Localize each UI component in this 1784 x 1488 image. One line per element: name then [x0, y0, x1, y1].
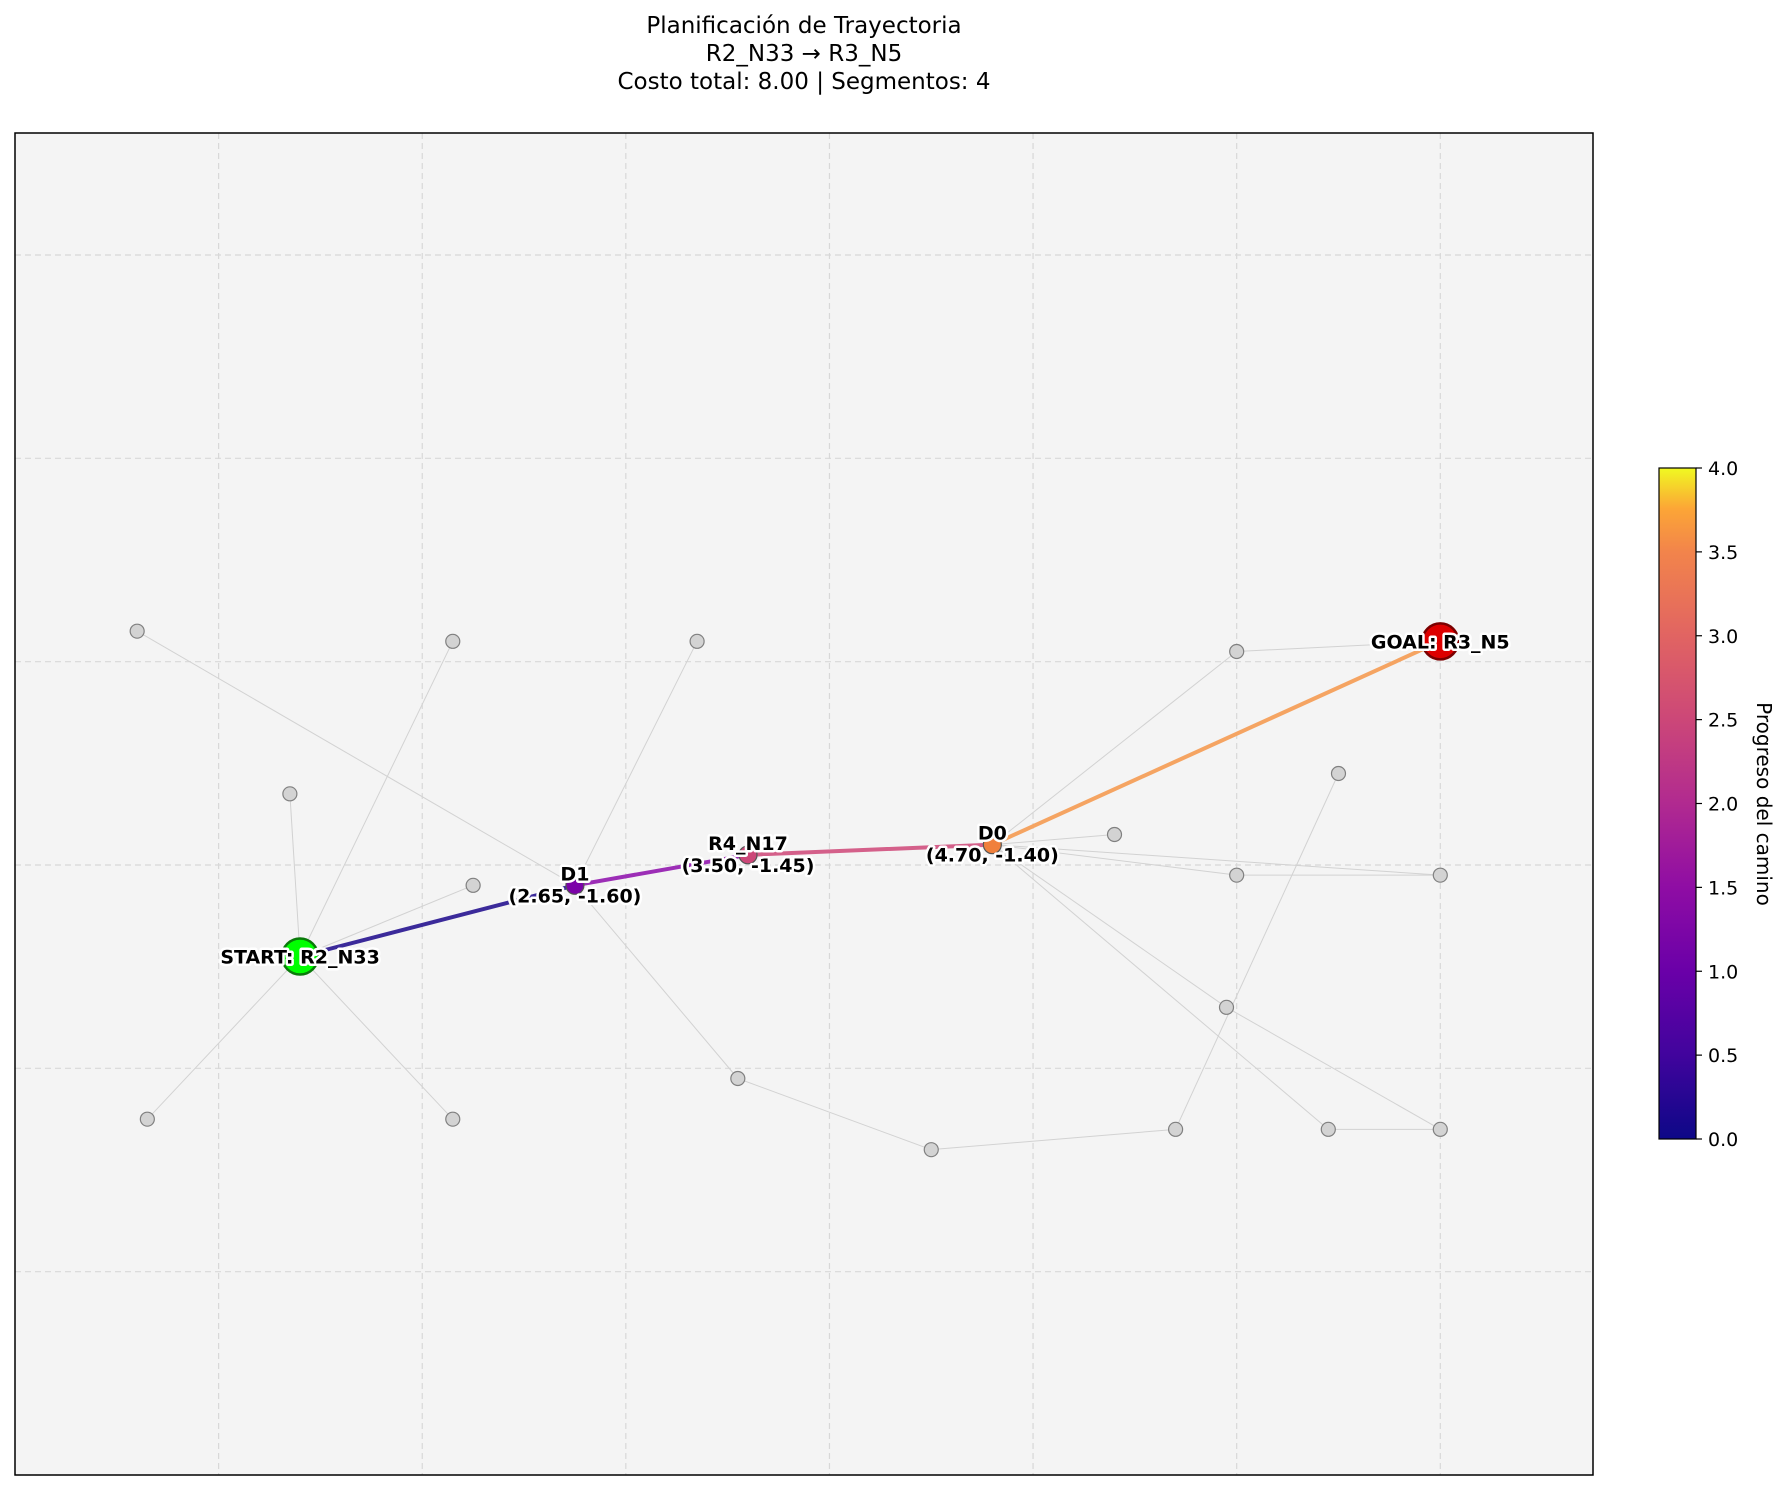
- graph-node: [1106, 826, 1123, 843]
- graph-node: [1320, 1121, 1336, 1137]
- waypoint-label: D0: [978, 823, 1007, 845]
- path-segment: [572, 852, 751, 888]
- graph-edge: [992, 844, 1227, 1008]
- colorbar-label: Progreso del camino: [1752, 702, 1776, 906]
- graph-edge: [992, 844, 1329, 1130]
- colorbar-tick-label: 1.5: [1708, 877, 1738, 899]
- colorbar-tick-label: 0.0: [1708, 1129, 1738, 1151]
- graph-edge: [1175, 773, 1339, 1130]
- graph-edge: [1236, 640, 1441, 652]
- graph-edge: [299, 956, 454, 1120]
- graph-edge: [574, 641, 698, 886]
- graph-node: [730, 1070, 746, 1087]
- graph-node: [1229, 867, 1245, 883]
- title-line-2: R2_N33 → R3_N5: [705, 41, 903, 67]
- plot-frame: [14, 132, 1594, 1476]
- path-segment: [746, 842, 995, 857]
- colorbar-tick-label: 4.0: [1708, 458, 1738, 480]
- waypoint-label: D1: [560, 863, 589, 885]
- goal-label: GOAL: R3_N5: [1371, 631, 1510, 653]
- graph-node: [129, 623, 145, 639]
- graph-node: [1229, 643, 1245, 660]
- colorbar: 0.0 0.5 1.0 1.5 2.0 2.5 3.0 3.5 4.0 Progreso del…: [1658, 458, 1776, 1151]
- waypoint-node: [982, 835, 1002, 855]
- graph-node: [1432, 867, 1448, 883]
- graph-edge: [931, 1128, 1176, 1151]
- graph-node: [923, 1142, 939, 1158]
- waypoint-coord-label: (3.50, -1.45): [682, 855, 815, 877]
- goal-node: [1421, 622, 1460, 661]
- graph-node: [1218, 999, 1235, 1015]
- graph-node: [139, 1111, 155, 1127]
- colorbar-gradient: [1658, 467, 1697, 1140]
- colorbar-tick-label: 3.5: [1708, 542, 1738, 564]
- graph-edge: [574, 885, 739, 1079]
- start-label: START: R2_N33: [220, 947, 379, 969]
- title-line-3: Costo total: 8.00 | Segmentos: 4: [617, 69, 991, 95]
- graph-edge: [1226, 1006, 1441, 1130]
- start-node: [280, 937, 320, 976]
- path-nodes: [280, 622, 1460, 976]
- grid-lines: [14, 133, 1593, 1476]
- graph-edge: [146, 956, 301, 1120]
- graph-node: [689, 633, 705, 649]
- title-line-1: Planificación de Trayectoria: [646, 13, 962, 39]
- graph-edge: [299, 884, 474, 957]
- graph-node: [1167, 1121, 1184, 1137]
- graph-node: [445, 1111, 461, 1127]
- graph-edge: [992, 651, 1237, 846]
- graph-node: [1432, 1121, 1448, 1137]
- colorbar-tick-label: 3.0: [1708, 626, 1738, 648]
- graph-node: [1330, 765, 1347, 782]
- graph-node: [445, 633, 461, 649]
- waypoint-node: [738, 845, 758, 865]
- waypoint-coord-label: (4.70, -1.40): [926, 845, 1059, 867]
- waypoint-node: [565, 875, 585, 895]
- graph-edge: [136, 630, 576, 886]
- graph-edge: [299, 641, 454, 957]
- plot-area: [15, 133, 1593, 1475]
- graph-edge: [992, 844, 1237, 876]
- colorbar-tick-label: 2.0: [1708, 794, 1738, 816]
- graph-nodes: [129, 623, 1448, 1158]
- path-labels: START: R2_N33 D1(2.65, -1.60) R4_N17(3.50,…: [218, 629, 1512, 971]
- waypoint-coord-label: (2.65, -1.60): [509, 885, 642, 907]
- chart-title: Planificación de Trayectoria R2_N33 → R3…: [0, 12, 1608, 96]
- graph-edge: [289, 793, 301, 957]
- waypoint-label: R4_N17: [708, 833, 788, 855]
- colorbar-tick-label: 2.5: [1708, 710, 1738, 732]
- graph-node: [282, 786, 298, 802]
- graph-edge: [737, 1078, 932, 1151]
- graph-edges: [136, 630, 1441, 1151]
- colorbar-tick-label: 1.0: [1708, 961, 1738, 983]
- path-segment: [298, 883, 577, 959]
- colorbar-ticks: 0.0 0.5 1.0 1.5 2.0 2.5 3.0 3.5 4.0: [1696, 458, 1738, 1151]
- colorbar-tick-label: 0.5: [1708, 1045, 1738, 1067]
- path-segment: [990, 639, 1443, 847]
- graph-edge: [992, 834, 1115, 846]
- graph-edge: [992, 844, 1441, 876]
- graph-node: [465, 877, 481, 893]
- path-segments: [298, 639, 1443, 959]
